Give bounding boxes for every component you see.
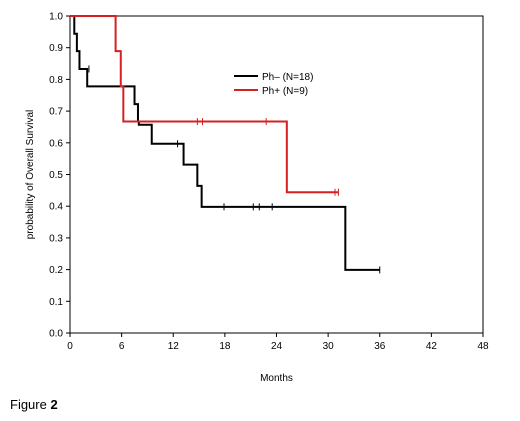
x-tick-label: 12 (168, 341, 180, 352)
figure-caption-label: Figure (10, 397, 47, 412)
x-tick-label: 42 (426, 341, 438, 352)
y-tick-label: 0.3 (49, 233, 63, 244)
x-axis-title: Months (260, 373, 293, 384)
x-tick-label: 0 (67, 341, 73, 352)
series-layer (70, 15, 381, 274)
y-axis: 0.0 0.1 0.2 0.3 0.4 0.5 0.6 0.7 0.8 0.9 1.0 (49, 12, 70, 340)
x-tick-label: 6 (119, 341, 125, 352)
y-tick-label: 0.7 (49, 107, 63, 118)
x-tick-label: 36 (374, 341, 386, 352)
y-axis-title: probability of Overall Survival (25, 110, 36, 240)
x-axis: 0 6 12 18 24 30 36 42 48 (67, 333, 489, 352)
y-tick-label: 0.0 (49, 329, 63, 340)
figure-caption: Figure 2 (10, 397, 58, 412)
figure-caption-number: 2 (50, 397, 58, 412)
y-tick-label: 0.2 (49, 265, 63, 276)
y-tick-label: 0.8 (49, 75, 63, 86)
legend: Ph– (N=18) Ph+ (N=9) (234, 72, 313, 97)
survival-curve-ph-positive (70, 15, 339, 194)
survival-curve-ph-negative (70, 15, 380, 271)
y-tick-label: 0.5 (49, 170, 63, 181)
y-tick-label: 1.0 (49, 12, 63, 23)
legend-label-ph-positive: Ph+ (N=9) (262, 86, 308, 97)
x-tick-label: 18 (219, 341, 231, 352)
plot-frame (69, 15, 484, 334)
x-tick-label: 48 (477, 341, 489, 352)
y-tick-label: 0.4 (49, 202, 63, 213)
legend-label-ph-negative: Ph– (N=18) (262, 72, 313, 83)
y-tick-label: 0.9 (49, 43, 63, 54)
x-tick-label: 24 (271, 341, 283, 352)
x-tick-label: 30 (323, 341, 335, 352)
y-tick-label: 0.1 (49, 297, 63, 308)
y-tick-label: 0.6 (49, 138, 63, 149)
